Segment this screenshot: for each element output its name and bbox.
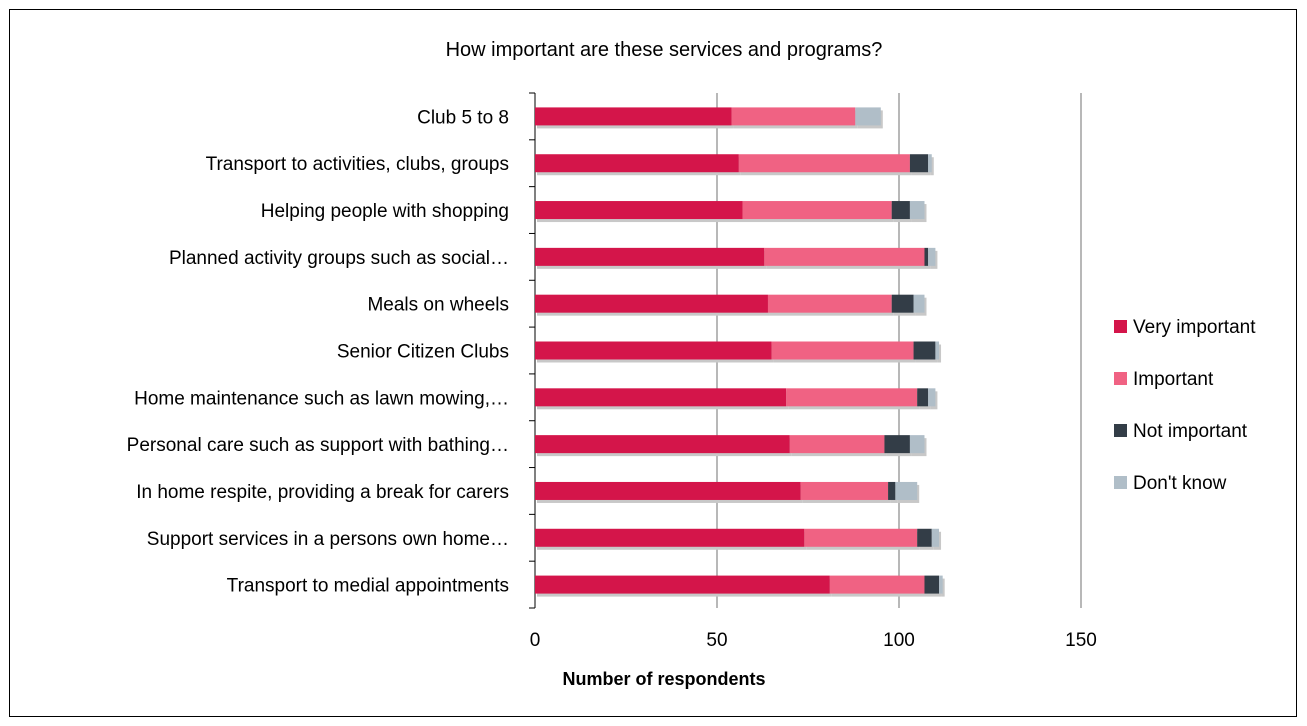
legend: Very important Important Not important Don'… [1114,317,1256,494]
legend-swatch [1114,372,1127,385]
bar-not-important [888,481,896,500]
bars [535,107,945,597]
legend-label: Don't know [1133,473,1227,494]
bar-not-important [891,201,910,220]
legend-swatch [1114,476,1127,489]
bar-don-t-know [855,107,881,126]
bar-very-important [535,341,772,360]
legend-label: Very important [1133,317,1256,338]
category-label: Club 5 to 8 [417,107,509,128]
category-label: Transport to medial appointments [227,576,509,597]
legend-swatch [1114,424,1127,437]
bar-important [786,388,918,407]
bar-very-important [535,247,765,266]
x-tick-label: 0 [530,630,541,651]
bar-very-important [535,294,768,313]
x-tick-label: 150 [1065,630,1097,651]
bar-not-important [913,341,936,360]
legend-label: Not important [1133,421,1248,442]
bar-very-important [535,154,739,173]
bar-not-important [917,388,929,407]
category-labels: Club 5 to 8 Transport to activities, club… [127,107,509,596]
bar-important [738,154,910,173]
bar-shadow [937,344,942,363]
x-tick-label: 50 [706,630,727,651]
bar-don-t-know [928,247,936,266]
bar-shadow [930,157,934,176]
chart-svg: How important are these services and pro… [127,39,1257,689]
x-tick-labels: 0 50 100 150 [530,630,1097,651]
chart-title: How important are these services and pro… [446,39,883,61]
bar-not-important [924,575,940,594]
bar-not-important [924,247,929,266]
category-label: Meals on wheels [367,295,509,316]
legend-label: Important [1133,369,1214,390]
bar-don-t-know [909,201,925,220]
bar-important [742,201,892,220]
bar-don-t-know [939,575,943,594]
bar-very-important [535,575,830,594]
category-label: Helping people with shopping [261,201,509,222]
bar-important [764,247,925,266]
bar-not-important [909,154,929,173]
bar-important [800,481,889,500]
bar-don-t-know [931,528,940,547]
x-tick-label: 100 [883,630,915,651]
bar-don-t-know [935,341,940,360]
bar-don-t-know [913,294,925,313]
bar-very-important [535,435,790,454]
bar-important [789,435,885,454]
category-label: Support services in a persons own home… [147,529,509,550]
bar-very-important [535,201,743,220]
bar-very-important [535,481,801,500]
bar-very-important [535,528,805,547]
bar-don-t-know [895,481,918,500]
bar-important [804,528,918,547]
chart-frame: How important are these services and pro… [9,9,1297,717]
bar-very-important [535,107,732,126]
category-label: In home respite, providing a break for c… [136,482,509,503]
bar-don-t-know [928,388,936,407]
bar-important [829,575,925,594]
category-label: Planned activity groups such as social… [169,248,509,269]
category-label: Transport to activities, clubs, groups [206,154,509,175]
category-label: Personal care such as support with bathi… [127,435,509,456]
bar-shadow [941,578,945,597]
category-label: Home maintenance such as lawn mowing,… [134,388,509,409]
bar-important [767,294,892,313]
category-label: Senior Citizen Clubs [337,342,509,363]
legend-swatch [1114,320,1127,333]
bar-don-t-know [928,154,932,173]
x-axis-title: Number of respondents [562,669,765,689]
bar-very-important [535,388,787,407]
bar-important [731,107,856,126]
bar-don-t-know [909,435,925,454]
bar-not-important [884,435,910,454]
bar-not-important [917,528,932,547]
bar-important [771,341,914,360]
bar-not-important [891,294,914,313]
